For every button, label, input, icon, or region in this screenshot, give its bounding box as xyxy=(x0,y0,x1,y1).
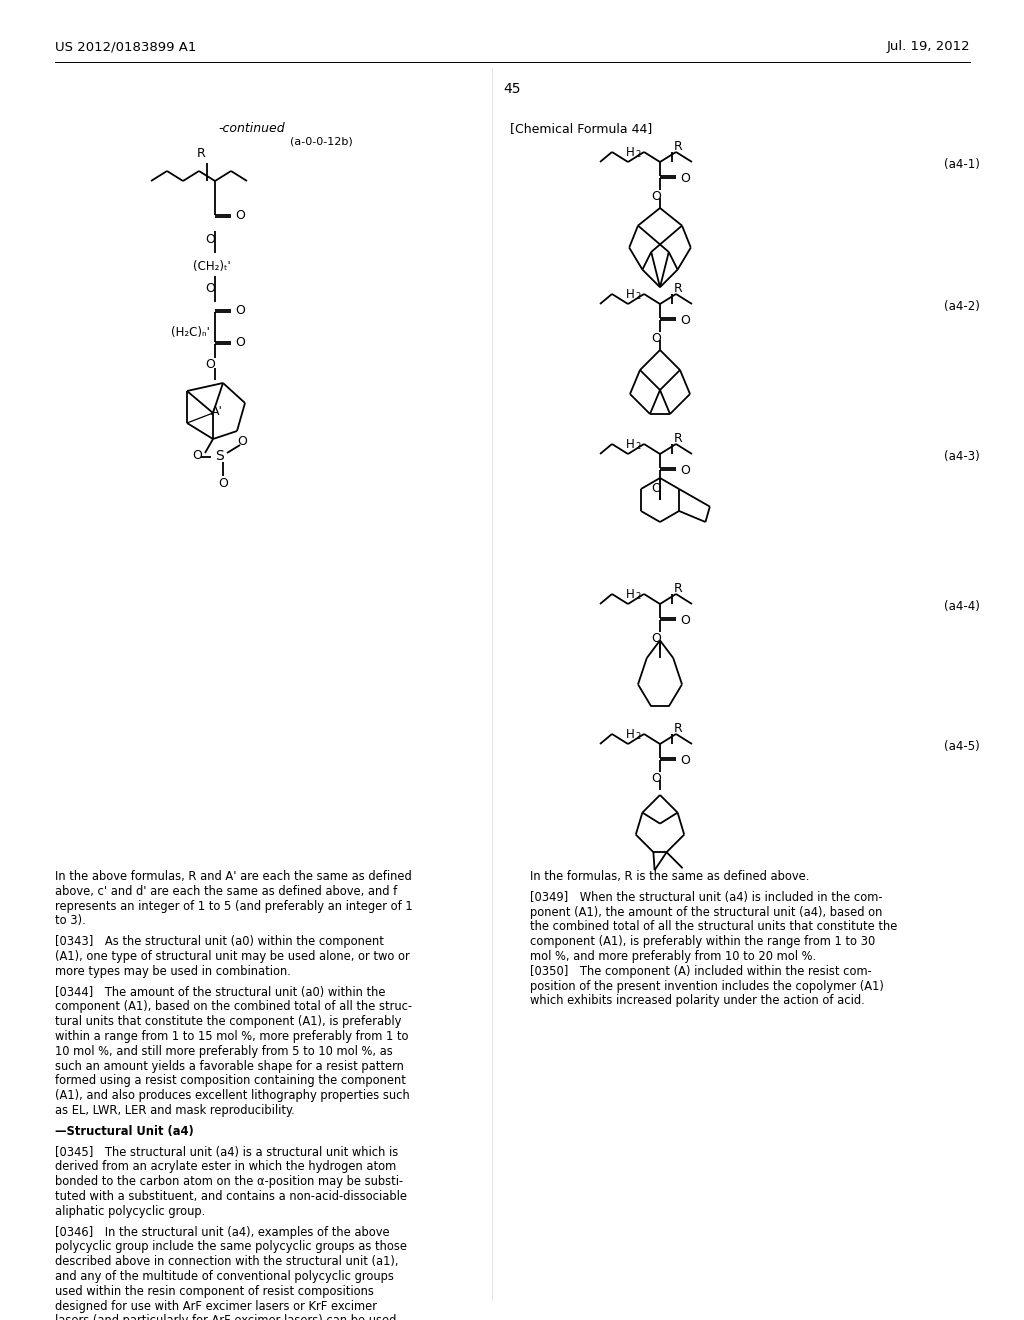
Text: O: O xyxy=(680,754,690,767)
Text: O: O xyxy=(193,449,202,462)
Text: R: R xyxy=(197,147,206,160)
Text: O: O xyxy=(651,482,660,495)
Text: formed using a resist composition containing the component: formed using a resist composition contai… xyxy=(55,1074,406,1088)
Text: O: O xyxy=(651,772,660,785)
Text: 2: 2 xyxy=(635,733,641,741)
Text: O: O xyxy=(680,465,690,477)
Text: [0344]  The amount of the structural unit (a0) within the: [0344] The amount of the structural unit… xyxy=(55,986,385,999)
Text: In the above formulas, R and A' are each the same as defined: In the above formulas, R and A' are each… xyxy=(55,870,412,883)
Text: (a4-2): (a4-2) xyxy=(944,300,980,313)
Text: component (A1), based on the combined total of all the struc-: component (A1), based on the combined to… xyxy=(55,1001,412,1014)
Text: O: O xyxy=(651,632,660,645)
Text: as EL, LWR, LER and mask reproducibility.: as EL, LWR, LER and mask reproducibility… xyxy=(55,1104,295,1117)
Text: and any of the multitude of conventional polycyclic groups: and any of the multitude of conventional… xyxy=(55,1270,394,1283)
Text: O: O xyxy=(234,337,245,348)
Text: ponent (A1), the amount of the structural unit (a4), based on: ponent (A1), the amount of the structura… xyxy=(530,906,883,919)
Text: (a4-5): (a4-5) xyxy=(944,741,980,752)
Text: (a-0-0-12b): (a-0-0-12b) xyxy=(290,136,352,147)
Text: bonded to the carbon atom on the α-position may be substi-: bonded to the carbon atom on the α-posit… xyxy=(55,1175,403,1188)
Text: aliphatic polycyclic group.: aliphatic polycyclic group. xyxy=(55,1205,205,1218)
Text: Jul. 19, 2012: Jul. 19, 2012 xyxy=(887,40,970,53)
Text: above, c' and d' are each the same as defined above, and f: above, c' and d' are each the same as de… xyxy=(55,884,397,898)
Text: tuted with a substituent, and contains a non-acid-dissociable: tuted with a substituent, and contains a… xyxy=(55,1191,407,1203)
Text: to 3).: to 3). xyxy=(55,915,86,928)
Text: O: O xyxy=(238,436,247,447)
Text: R: R xyxy=(674,140,682,153)
Text: polycyclic group include the same polycyclic groups as those: polycyclic group include the same polycy… xyxy=(55,1241,407,1254)
Text: [0350]  The component (A) included within the resist com-: [0350] The component (A) included within… xyxy=(530,965,871,978)
Text: R: R xyxy=(674,282,682,294)
Text: S: S xyxy=(215,449,223,463)
Text: such an amount yields a favorable shape for a resist pattern: such an amount yields a favorable shape … xyxy=(55,1060,403,1073)
Text: [0349]  When the structural unit (a4) is included in the com-: [0349] When the structural unit (a4) is … xyxy=(530,891,883,904)
Text: (CH₂)ₜ': (CH₂)ₜ' xyxy=(194,260,230,273)
Text: (A1), one type of structural unit may be used alone, or two or: (A1), one type of structural unit may be… xyxy=(55,950,410,964)
Text: O: O xyxy=(205,234,215,246)
Text: [0345]  The structural unit (a4) is a structural unit which is: [0345] The structural unit (a4) is a str… xyxy=(55,1146,398,1159)
Text: O: O xyxy=(680,314,690,327)
Text: O: O xyxy=(234,209,245,222)
Text: O: O xyxy=(651,333,660,345)
Text: O: O xyxy=(234,304,245,317)
Text: O: O xyxy=(205,358,215,371)
Text: 2: 2 xyxy=(635,292,641,301)
Text: within a range from 1 to 15 mol %, more preferably from 1 to: within a range from 1 to 15 mol %, more … xyxy=(55,1030,409,1043)
Text: (a4-1): (a4-1) xyxy=(944,158,980,172)
Text: described above in connection with the structural unit (a1),: described above in connection with the s… xyxy=(55,1255,398,1269)
Text: 2: 2 xyxy=(635,150,641,158)
Text: R: R xyxy=(674,722,682,735)
Text: (a4-4): (a4-4) xyxy=(944,601,980,612)
Text: derived from an acrylate ester in which the hydrogen atom: derived from an acrylate ester in which … xyxy=(55,1160,396,1173)
Text: US 2012/0183899 A1: US 2012/0183899 A1 xyxy=(55,40,197,53)
Text: H: H xyxy=(626,288,635,301)
Text: H: H xyxy=(626,729,635,741)
Text: O: O xyxy=(651,190,660,203)
Text: 10 mol %, and still more preferably from 5 to 10 mol %, as: 10 mol %, and still more preferably from… xyxy=(55,1045,393,1057)
Text: H: H xyxy=(626,147,635,158)
Text: (H₂C)ₙ': (H₂C)ₙ' xyxy=(171,326,210,339)
Text: 45: 45 xyxy=(503,82,521,96)
Text: R: R xyxy=(674,582,682,595)
Text: R: R xyxy=(674,432,682,445)
Text: lasers (and particularly for ArF excimer lasers) can be used.: lasers (and particularly for ArF excimer… xyxy=(55,1315,400,1320)
Text: H: H xyxy=(626,587,635,601)
Text: more types may be used in combination.: more types may be used in combination. xyxy=(55,965,291,978)
Text: -continued: -continued xyxy=(218,121,285,135)
Text: 2: 2 xyxy=(635,591,641,601)
Text: —Structural Unit (a4): —Structural Unit (a4) xyxy=(55,1125,194,1138)
Text: H: H xyxy=(626,438,635,451)
Text: which exhibits increased polarity under the action of acid.: which exhibits increased polarity under … xyxy=(530,994,864,1007)
Text: 2: 2 xyxy=(635,442,641,451)
Text: used within the resin component of resist compositions: used within the resin component of resis… xyxy=(55,1284,374,1298)
Text: tural units that constitute the component (A1), is preferably: tural units that constitute the componen… xyxy=(55,1015,401,1028)
Text: O: O xyxy=(205,282,215,294)
Text: O: O xyxy=(218,477,228,490)
Text: O: O xyxy=(680,614,690,627)
Text: component (A1), is preferably within the range from 1 to 30: component (A1), is preferably within the… xyxy=(530,935,876,948)
Text: O: O xyxy=(680,172,690,185)
Text: A': A' xyxy=(211,405,223,418)
Text: the combined total of all the structural units that constitute the: the combined total of all the structural… xyxy=(530,920,897,933)
Text: [0343]  As the structural unit (a0) within the component: [0343] As the structural unit (a0) withi… xyxy=(55,935,384,948)
Text: (a4-3): (a4-3) xyxy=(944,450,980,463)
Text: [0346]  In the structural unit (a4), examples of the above: [0346] In the structural unit (a4), exam… xyxy=(55,1225,389,1238)
Text: (A1), and also produces excellent lithography properties such: (A1), and also produces excellent lithog… xyxy=(55,1089,410,1102)
Text: [Chemical Formula 44]: [Chemical Formula 44] xyxy=(510,121,652,135)
Text: mol %, and more preferably from 10 to 20 mol %.: mol %, and more preferably from 10 to 20… xyxy=(530,950,816,964)
Text: In the formulas, R is the same as defined above.: In the formulas, R is the same as define… xyxy=(530,870,809,883)
Text: designed for use with ArF excimer lasers or KrF excimer: designed for use with ArF excimer lasers… xyxy=(55,1300,377,1312)
Text: represents an integer of 1 to 5 (and preferably an integer of 1: represents an integer of 1 to 5 (and pre… xyxy=(55,900,413,912)
Text: position of the present invention includes the copolymer (A1): position of the present invention includ… xyxy=(530,979,884,993)
